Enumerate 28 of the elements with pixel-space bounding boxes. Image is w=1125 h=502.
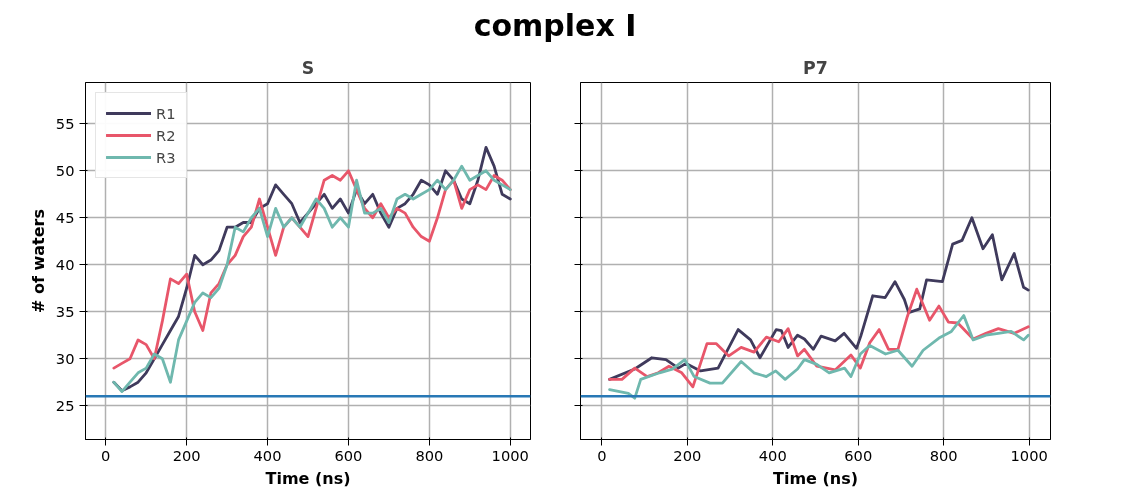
x-tick-label: 600 [334,446,363,464]
x-tick-label: 1000 [491,446,529,464]
legend-label: R3 [156,148,176,166]
legend-label: R1 [156,104,176,122]
x-axis-title: Time (ns) [772,468,859,488]
x-tick-label: 800 [929,446,958,464]
y-tick-label: 55 [55,114,75,132]
x-tick-label: 400 [253,446,282,464]
x-tick-label: 0 [101,446,111,464]
y-tick-label: 50 [55,161,75,179]
y-axis-title: # of waters [28,209,48,313]
x-tick-label: 200 [172,446,201,464]
x-tick-label: 0 [597,446,607,464]
x-tick-label: 800 [415,446,444,464]
text: complex I [472,7,638,45]
y-tick-label: 35 [55,302,75,320]
x-tick-label: 200 [673,446,702,464]
y-tick-label: 25 [55,396,75,414]
x-tick-label: 1000 [1010,446,1048,464]
y-tick-label: 40 [55,255,75,273]
x-axis-title: Time (ns) [265,468,351,488]
y-tick-label: 30 [55,349,75,367]
chart-title: S [301,57,315,78]
chart-title: P7 [803,57,828,78]
legend-label: R2 [156,126,176,144]
x-tick-label: 400 [758,446,787,464]
y-tick-label: 45 [55,208,75,226]
x-tick-label: 600 [844,446,873,464]
